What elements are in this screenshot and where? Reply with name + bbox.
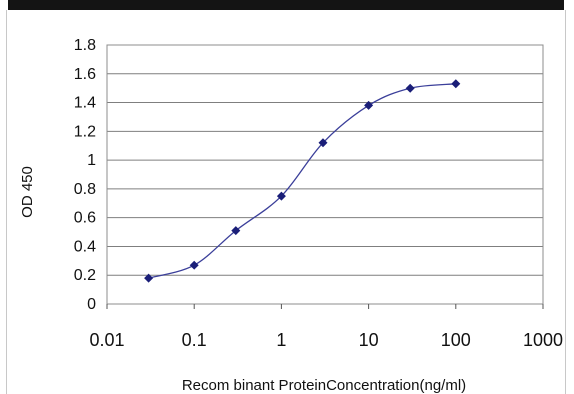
data-point-2 — [231, 226, 241, 236]
y-tick-label: 1.2 — [74, 123, 96, 140]
y-tick-label: 0.4 — [74, 238, 96, 255]
data-point-5 — [364, 100, 374, 110]
x-axis-ticks: 0.01 0.1 1 10 100 1000 — [89, 304, 563, 350]
x-tick-label: 1 — [276, 330, 286, 350]
x-tick-label: 0.01 — [89, 330, 124, 350]
x-axis-title: Recom binant ProteinConcentration(ng/ml) — [182, 377, 466, 394]
data-point-7 — [451, 79, 461, 89]
gridlines — [107, 44, 543, 276]
y-tick-label: 0 — [87, 296, 96, 313]
data-point-4 — [318, 138, 328, 148]
x-tick-label: 0.1 — [182, 330, 207, 350]
chart-frame: 0 0.2 0.4 0.6 0.8 1 1.2 1.4 1.6 1.8 0.01 0.1 1 10 100… — [6, 10, 566, 394]
series-line — [148, 83, 456, 279]
y-tick-label: 0.8 — [74, 181, 96, 198]
y-tick-label: 0.6 — [74, 210, 96, 227]
y-tick-label: 1.8 — [74, 37, 96, 54]
data-point-6 — [405, 83, 415, 93]
elisa-curve-chart: 0 0.2 0.4 0.6 0.8 1 1.2 1.4 1.6 1.8 0.01 0.1 1 10 100… — [19, 37, 563, 394]
y-axis-title: OD 450 — [19, 166, 36, 218]
data-point-1 — [189, 260, 199, 270]
y-tick-label: 1.6 — [74, 66, 96, 83]
top-image-band — [8, 0, 564, 10]
y-tick-label: 1 — [87, 152, 96, 169]
data-points — [144, 79, 461, 283]
data-point-3 — [276, 191, 286, 201]
x-tick-label: 100 — [441, 330, 471, 350]
y-tick-label: 1.4 — [74, 95, 96, 112]
y-tick-label: 0.2 — [74, 267, 96, 284]
y-axis-ticks: 0 0.2 0.4 0.6 0.8 1 1.2 1.4 1.6 1.8 — [74, 37, 96, 313]
x-tick-label: 1000 — [523, 330, 563, 350]
plot-area-border — [106, 44, 544, 305]
data-point-0 — [144, 273, 154, 283]
x-tick-label: 10 — [359, 330, 379, 350]
